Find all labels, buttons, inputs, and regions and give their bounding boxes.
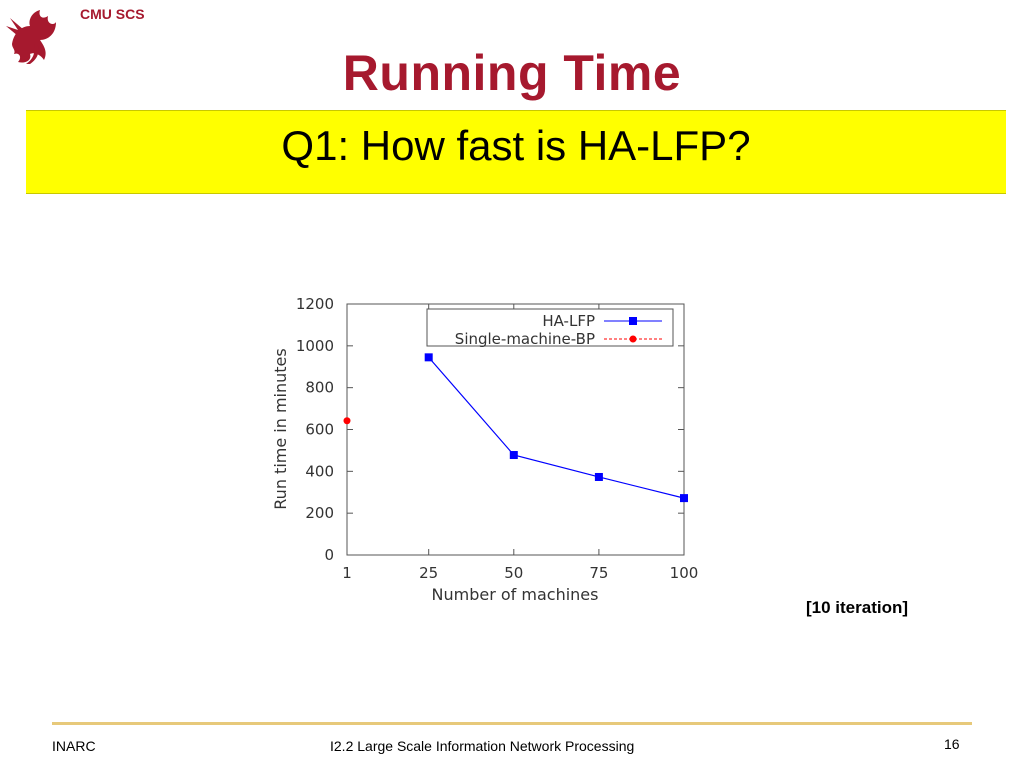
- iteration-note: [10 iteration]: [806, 598, 909, 617]
- data-point: [509, 451, 518, 460]
- x-axis-label: Number of machines: [432, 585, 599, 604]
- series-line: [428, 356, 685, 499]
- data-point: [424, 353, 433, 362]
- legend-label: HA-LFP: [542, 312, 595, 330]
- y-tick-label: 600: [305, 421, 334, 439]
- y-tick-label: 1000: [296, 337, 334, 355]
- legend-marker: [629, 335, 637, 343]
- y-axis-label: Run time in minutes: [271, 348, 290, 509]
- org-label: CMU SCS: [80, 6, 145, 22]
- question-banner: Q1: How fast is HA-LFP?: [26, 110, 1006, 194]
- x-tick-label: 100: [670, 564, 699, 582]
- legend-label: Single-machine-BP: [455, 330, 595, 348]
- x-tick-label: 75: [589, 564, 608, 582]
- page-number: 16: [944, 736, 960, 752]
- slide-title: Running Time: [342, 45, 682, 101]
- y-tick-label: 200: [305, 504, 334, 522]
- y-tick-label: 0: [324, 546, 334, 564]
- legend-marker: [629, 317, 637, 325]
- footer-rule: [52, 722, 972, 725]
- x-tick-label: 50: [504, 564, 523, 582]
- question-text: Q1: How fast is HA-LFP?: [281, 122, 751, 169]
- data-point: [680, 494, 688, 503]
- data-point: [343, 417, 351, 425]
- running-time-chart: 0 200 400 600 800 1000 1200 1 25 50 75 100 Run tim…: [271, 295, 699, 604]
- footer-center: I2.2 Large Scale Information Network Pro…: [330, 738, 635, 754]
- x-tick-label: 25: [419, 564, 438, 582]
- y-tick-label: 800: [305, 379, 334, 397]
- griffin-logo-icon: [6, 10, 56, 64]
- y-tick-label: 400: [305, 462, 334, 480]
- data-point: [594, 472, 603, 481]
- footer-left: INARC: [52, 738, 96, 754]
- y-tick-label: 1200: [296, 295, 334, 313]
- x-tick-label: 1: [342, 564, 352, 582]
